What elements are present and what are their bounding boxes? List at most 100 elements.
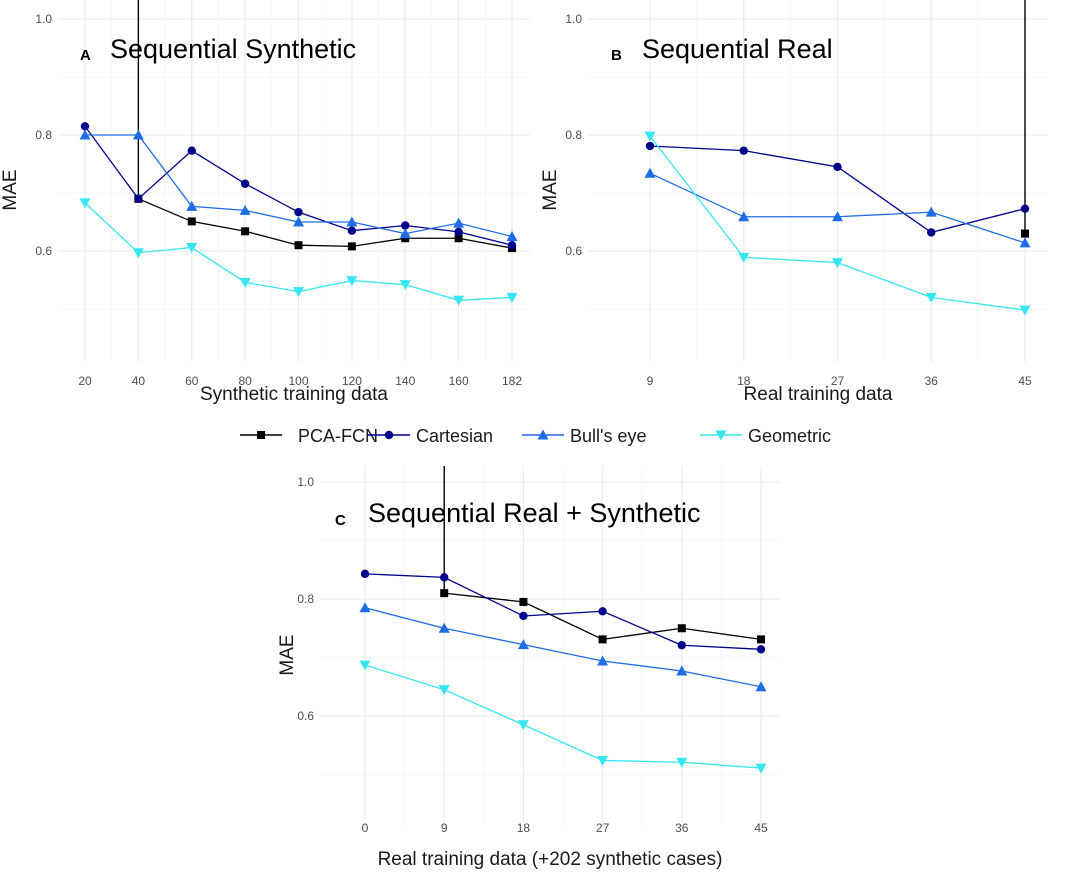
series-line bbox=[138, 198, 513, 249]
data-point bbox=[440, 589, 449, 598]
legend-key-marker bbox=[537, 429, 549, 440]
y-tick-label: 0.6 bbox=[565, 244, 582, 258]
data-point bbox=[1019, 305, 1031, 316]
legend-key-marker bbox=[715, 430, 727, 441]
data-point bbox=[755, 763, 767, 774]
series-cartesian bbox=[360, 569, 766, 654]
data-point bbox=[346, 276, 358, 287]
x-axis-title: Synthetic training data bbox=[200, 384, 388, 405]
x-tick-label: 18 bbox=[517, 821, 531, 835]
series-line bbox=[364, 664, 762, 769]
series-geometric bbox=[644, 131, 1031, 316]
legend-key-marker bbox=[257, 431, 265, 439]
data-point bbox=[506, 292, 518, 303]
legend-label: PCA-FCN bbox=[298, 426, 378, 446]
data-point bbox=[676, 757, 688, 768]
legend-item-bull-s-eye: Bull's eye bbox=[522, 426, 646, 446]
data-point bbox=[401, 221, 410, 230]
data-point bbox=[644, 131, 656, 142]
x-tick-label: 45 bbox=[1018, 374, 1032, 388]
data-point bbox=[738, 252, 750, 263]
data-point bbox=[347, 226, 357, 235]
data-point bbox=[598, 607, 607, 616]
legend-item-cartesian: Cartesian bbox=[368, 426, 493, 446]
x-tick-label: 9 bbox=[441, 821, 448, 835]
data-point bbox=[739, 146, 748, 155]
legend-label: Cartesian bbox=[416, 426, 493, 446]
panel-title: Sequential Real bbox=[642, 34, 833, 64]
series-bull-s-eye bbox=[359, 602, 767, 692]
panel-letter: C bbox=[335, 512, 346, 529]
data-point bbox=[399, 228, 411, 239]
series-geometric bbox=[79, 198, 518, 306]
y-axis-title: MAE bbox=[277, 634, 298, 675]
panel-b: 0.6 0.8 1.0 9 18 27 36 45 B Sequential Real Real t… bbox=[540, 0, 1048, 405]
data-point bbox=[187, 217, 196, 226]
legend-item-pca-fcn: PCA-FCN bbox=[240, 426, 378, 446]
plot-area bbox=[79, 0, 518, 306]
y-tick-label: 0.8 bbox=[565, 128, 582, 142]
x-tick-label: 120 bbox=[342, 374, 362, 388]
x-tick-label: 36 bbox=[925, 374, 939, 388]
y-axis-title: MAE bbox=[0, 169, 21, 210]
data-point bbox=[833, 162, 842, 172]
data-point bbox=[755, 681, 767, 692]
data-point bbox=[645, 141, 655, 151]
data-point bbox=[359, 602, 371, 613]
data-point bbox=[507, 241, 517, 250]
data-point bbox=[677, 624, 686, 633]
y-tick-label: 1.0 bbox=[297, 475, 314, 489]
y-tick-label: 0.6 bbox=[297, 709, 314, 723]
data-point bbox=[453, 217, 465, 228]
x-axis-title: Real training data bbox=[744, 384, 893, 405]
series-line bbox=[364, 607, 762, 688]
x-tick-label: 160 bbox=[449, 374, 469, 388]
x-tick-label: 80 bbox=[238, 374, 252, 388]
data-point bbox=[132, 248, 144, 259]
x-tick-label: 40 bbox=[132, 374, 146, 388]
series-pca-fcn bbox=[440, 466, 765, 644]
data-point bbox=[1021, 229, 1029, 238]
data-point bbox=[359, 660, 371, 671]
data-point bbox=[676, 665, 688, 676]
x-tick-label: 20 bbox=[78, 374, 92, 388]
data-point bbox=[927, 228, 936, 237]
data-point bbox=[80, 122, 90, 131]
data-point bbox=[294, 241, 303, 250]
data-point bbox=[187, 146, 196, 155]
data-point bbox=[598, 635, 607, 644]
data-point bbox=[454, 227, 463, 237]
data-point bbox=[239, 204, 251, 215]
data-point bbox=[925, 206, 937, 217]
data-point bbox=[294, 207, 303, 217]
data-point bbox=[241, 227, 250, 236]
legend-key-marker bbox=[384, 430, 394, 440]
panel-title: Sequential Real + Synthetic bbox=[368, 498, 700, 528]
data-point bbox=[757, 635, 765, 644]
y-tick-label: 0.8 bbox=[297, 592, 314, 606]
x-tick-label: 27 bbox=[831, 374, 845, 388]
x-axis-title: Real training data (+202 synthetic cases… bbox=[378, 849, 723, 870]
data-point bbox=[756, 645, 766, 654]
data-point bbox=[79, 198, 91, 209]
data-point bbox=[1019, 237, 1031, 248]
data-point bbox=[440, 573, 449, 582]
panel-letter: A bbox=[80, 47, 91, 64]
panel-letter: B bbox=[611, 47, 622, 64]
data-point bbox=[79, 129, 91, 140]
data-point bbox=[454, 234, 463, 243]
x-tick-label: 60 bbox=[185, 374, 199, 388]
panel-a: 0.6 0.8 1.0 20 40 60 80 100 120 140 160 182 A Sequent… bbox=[0, 0, 530, 405]
data-point bbox=[240, 179, 250, 188]
data-point bbox=[832, 211, 843, 222]
y-tick-label: 1.0 bbox=[35, 12, 52, 26]
data-point bbox=[738, 211, 750, 222]
x-tick-label: 45 bbox=[754, 821, 768, 835]
x-tick-label: 18 bbox=[737, 374, 751, 388]
series-cartesian bbox=[80, 122, 517, 250]
data-point bbox=[293, 216, 304, 227]
data-point bbox=[239, 277, 251, 288]
series-geometric bbox=[359, 660, 767, 774]
plot-area bbox=[359, 466, 767, 774]
series-bull-s-eye bbox=[644, 167, 1031, 248]
